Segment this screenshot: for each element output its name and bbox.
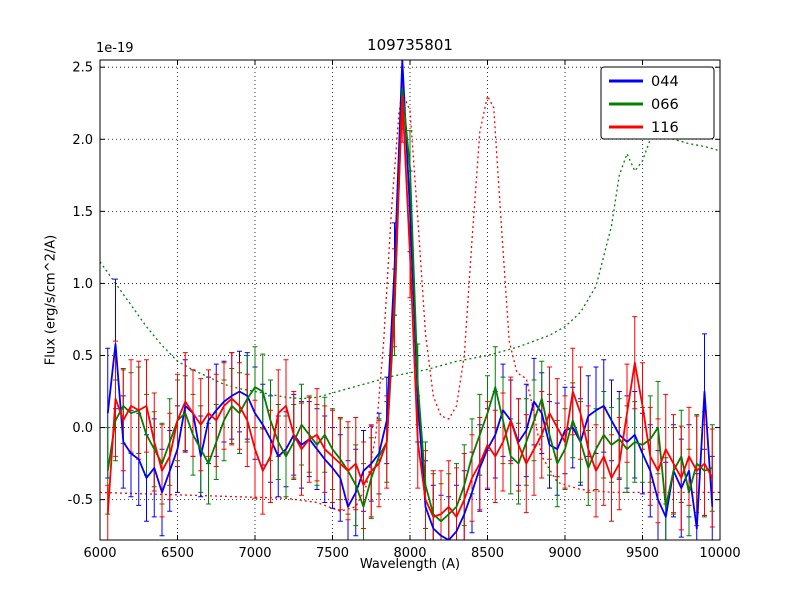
x-tick-label: 7000 <box>238 546 271 561</box>
series-066-line <box>106 87 713 523</box>
x-tick-label: 9500 <box>626 546 659 561</box>
x-tick-label: 6500 <box>161 546 194 561</box>
y-tick-label: 2.0 <box>72 133 93 148</box>
legend-label-116: 116 <box>651 120 679 136</box>
x-axis-label: Wavelength (A) <box>359 557 461 572</box>
y-axis-label: Flux (erg/s/cm^2/A) <box>43 234 59 366</box>
legend-label-044: 044 <box>651 74 679 90</box>
y-tick-label: 0.0 <box>72 421 93 436</box>
x-tick-label: 10000 <box>699 546 740 561</box>
y-tick-label: 0.5 <box>72 349 93 364</box>
y-tick-label: -0.5 <box>68 493 93 508</box>
x-tick-label: 8000 <box>393 546 426 561</box>
x-tick-label: 7500 <box>316 546 349 561</box>
y-axis-offset-label: 1e-19 <box>96 41 134 56</box>
x-tick-label: 6000 <box>83 546 116 561</box>
series-116-line <box>106 95 714 518</box>
x-tick-label: 8500 <box>471 546 504 561</box>
legend: 044 066 116 <box>600 66 715 140</box>
y-tick-label: 2.5 <box>72 61 93 76</box>
overlay-green-dotted <box>100 131 720 400</box>
axis-ticks <box>99 60 721 540</box>
legend-label-066: 066 <box>651 97 679 113</box>
y-tick-label: 1.0 <box>72 277 93 292</box>
y-tick-label: 1.5 <box>72 205 93 220</box>
plot-title: 109735801 <box>367 36 453 54</box>
x-tick-label: 9000 <box>548 546 581 561</box>
legend-box <box>600 66 715 140</box>
series-044-line <box>106 60 714 540</box>
